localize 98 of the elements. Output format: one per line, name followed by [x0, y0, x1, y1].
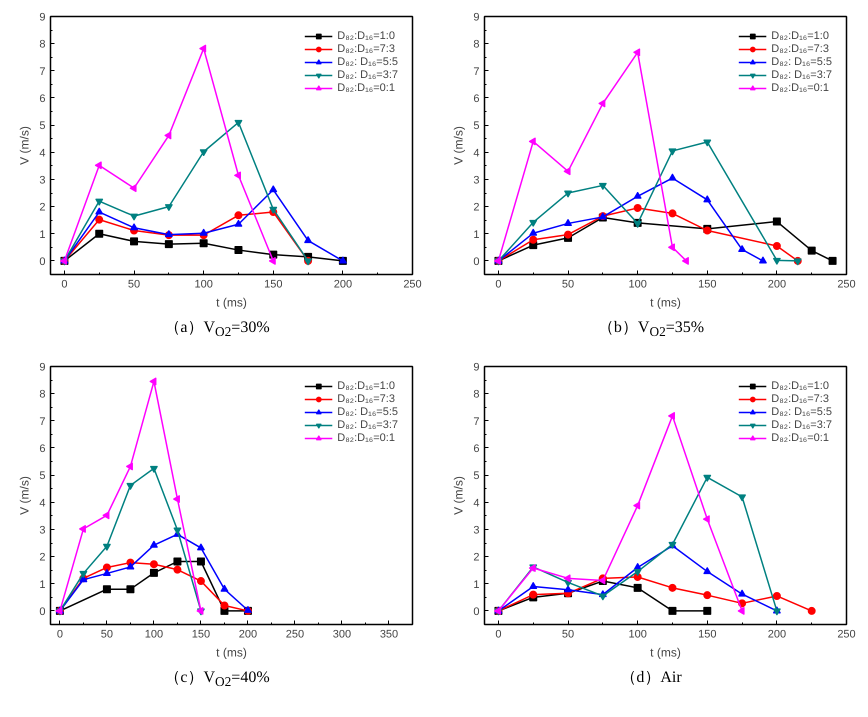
x-tick-label: 250: [286, 628, 304, 640]
y-tick-label: 1: [473, 228, 480, 241]
legend-label: D₈₂: D₁₆=5:5: [337, 56, 398, 68]
y-tick-label: 4: [39, 147, 46, 160]
text: （c）V$_{O2}$=40%: [163, 668, 271, 692]
legend-label: D₈₂:D₁₆=1:0: [771, 380, 829, 392]
x-tick-label: 200: [238, 628, 258, 640]
legend-label: D₈₂:D₁₆=7:3: [337, 393, 395, 405]
y-tick-label: 5: [473, 470, 480, 482]
y-tick-label: 3: [473, 524, 480, 536]
x-tick-label: 150: [698, 628, 716, 640]
y-tick-label: 3: [39, 174, 46, 186]
y-axis-title: V (m/s): [451, 126, 466, 165]
y-tick-label: 0: [473, 606, 480, 618]
y-tick-label: 6: [473, 92, 480, 105]
text: （d）Air: [619, 668, 683, 688]
legend-label: D₈₂: D₁₆=3:7: [771, 419, 832, 431]
x-tick-label: 100: [144, 628, 164, 640]
y-tick-label: 7: [39, 416, 46, 428]
y-tick-label: 8: [39, 38, 46, 51]
y-axis-title: V (m/s): [451, 476, 466, 515]
x-tick-label: 200: [768, 628, 786, 640]
x-tick-label: 50: [562, 628, 574, 640]
x-tick-label: 200: [768, 278, 786, 290]
x-tick-label: 0: [495, 278, 502, 290]
y-tick-label: 4: [473, 147, 480, 160]
x-tick-label: 250: [403, 278, 422, 290]
x-tick-label: 250: [837, 278, 856, 290]
y-tick-label: 8: [39, 388, 46, 401]
x-tick-label: 300: [332, 628, 352, 640]
x-tick-label: 50: [128, 278, 140, 290]
legend-label: D₈₂:D₁₆=7:3: [771, 393, 829, 405]
x-tick-label: 50: [562, 278, 574, 290]
legend-label: D₈₂:D₁₆=0:1: [337, 82, 395, 94]
x-tick-label: 350: [380, 628, 398, 640]
x-tick-label: 50: [100, 628, 114, 640]
y-tick-label: 9: [39, 12, 46, 24]
legend-label: D₈₂:D₁₆=1:0: [337, 30, 395, 42]
legend-label: D₈₂:D₁₆=0:1: [771, 82, 829, 94]
y-tick-label: 6: [39, 442, 46, 455]
legend-label: D₈₂:D₁₆=1:0: [337, 380, 395, 392]
y-tick-label: 3: [473, 174, 480, 186]
y-axis-title: V (m/s): [17, 126, 32, 165]
x-tick-label: 0: [56, 628, 63, 640]
x-tick-label: 150: [264, 278, 282, 290]
y-tick-label: 8: [473, 388, 480, 401]
legend-label: D₈₂: D₁₆=5:5: [337, 406, 398, 418]
x-tick-label: 150: [192, 628, 210, 640]
y-tick-label: 4: [473, 497, 480, 510]
text: （b）V$_{O2}$=35%: [596, 318, 706, 342]
y-tick-label: 8: [473, 38, 480, 51]
y-tick-label: 1: [473, 578, 480, 591]
y-tick-label: 5: [473, 120, 480, 132]
x-tick-label: 0: [495, 628, 502, 640]
y-tick-label: 3: [39, 524, 46, 536]
y-tick-label: 1: [39, 228, 46, 241]
x-tick-label: 0: [61, 278, 68, 290]
legend-label: D₈₂: D₁₆=3:7: [771, 69, 832, 81]
y-tick-label: 6: [39, 92, 46, 105]
y-tick-label: 9: [473, 362, 480, 374]
x-tick-label: 200: [334, 278, 352, 290]
x-tick-label: 100: [194, 278, 213, 290]
y-tick-label: 5: [39, 470, 46, 482]
x-axis-title: t (ms): [216, 296, 247, 310]
x-tick-label: 100: [628, 278, 647, 290]
x-axis-title: t (ms): [650, 296, 681, 310]
legend-label: D₈₂:D₁₆=7:3: [771, 43, 829, 55]
y-tick-label: 9: [473, 12, 480, 24]
y-axis-title: V (m/s): [17, 476, 32, 515]
x-tick-label: 150: [698, 278, 716, 290]
y-tick-label: 2: [473, 202, 480, 214]
legend-label: D₈₂: D₁₆=5:5: [771, 406, 832, 418]
y-tick-label: 7: [39, 66, 46, 78]
legend-label: D₈₂:D₁₆=1:0: [771, 30, 829, 42]
y-tick-label: 2: [39, 202, 46, 214]
y-tick-label: 5: [39, 120, 46, 132]
legend-label: D₈₂:D₁₆=7:3: [337, 43, 395, 55]
legend-label: D₈₂: D₁₆=3:7: [337, 69, 398, 81]
legend-label: D₈₂: D₁₆=5:5: [771, 56, 832, 68]
y-tick-label: 7: [473, 66, 480, 78]
y-tick-label: 0: [473, 256, 480, 268]
legend-label: D₈₂: D₁₆=3:7: [337, 419, 398, 431]
x-axis-title: t (ms): [216, 646, 247, 660]
y-tick-label: 1: [39, 578, 46, 591]
y-tick-label: 2: [473, 552, 480, 564]
x-tick-label: 100: [628, 628, 647, 640]
x-axis-title: t (ms): [650, 646, 681, 660]
y-tick-label: 0: [39, 256, 46, 268]
y-tick-label: 9: [39, 362, 46, 374]
x-tick-label: 250: [837, 628, 856, 640]
legend-label: D₈₂:D₁₆=0:1: [337, 432, 395, 444]
y-tick-label: 2: [39, 552, 46, 564]
y-tick-label: 4: [39, 497, 46, 510]
legend-label: D₈₂:D₁₆=0:1: [771, 432, 829, 444]
y-tick-label: 0: [39, 606, 46, 618]
y-tick-label: 6: [473, 442, 480, 455]
text: （a）V$_{O2}$=30%: [163, 318, 271, 342]
y-tick-label: 7: [473, 416, 480, 428]
